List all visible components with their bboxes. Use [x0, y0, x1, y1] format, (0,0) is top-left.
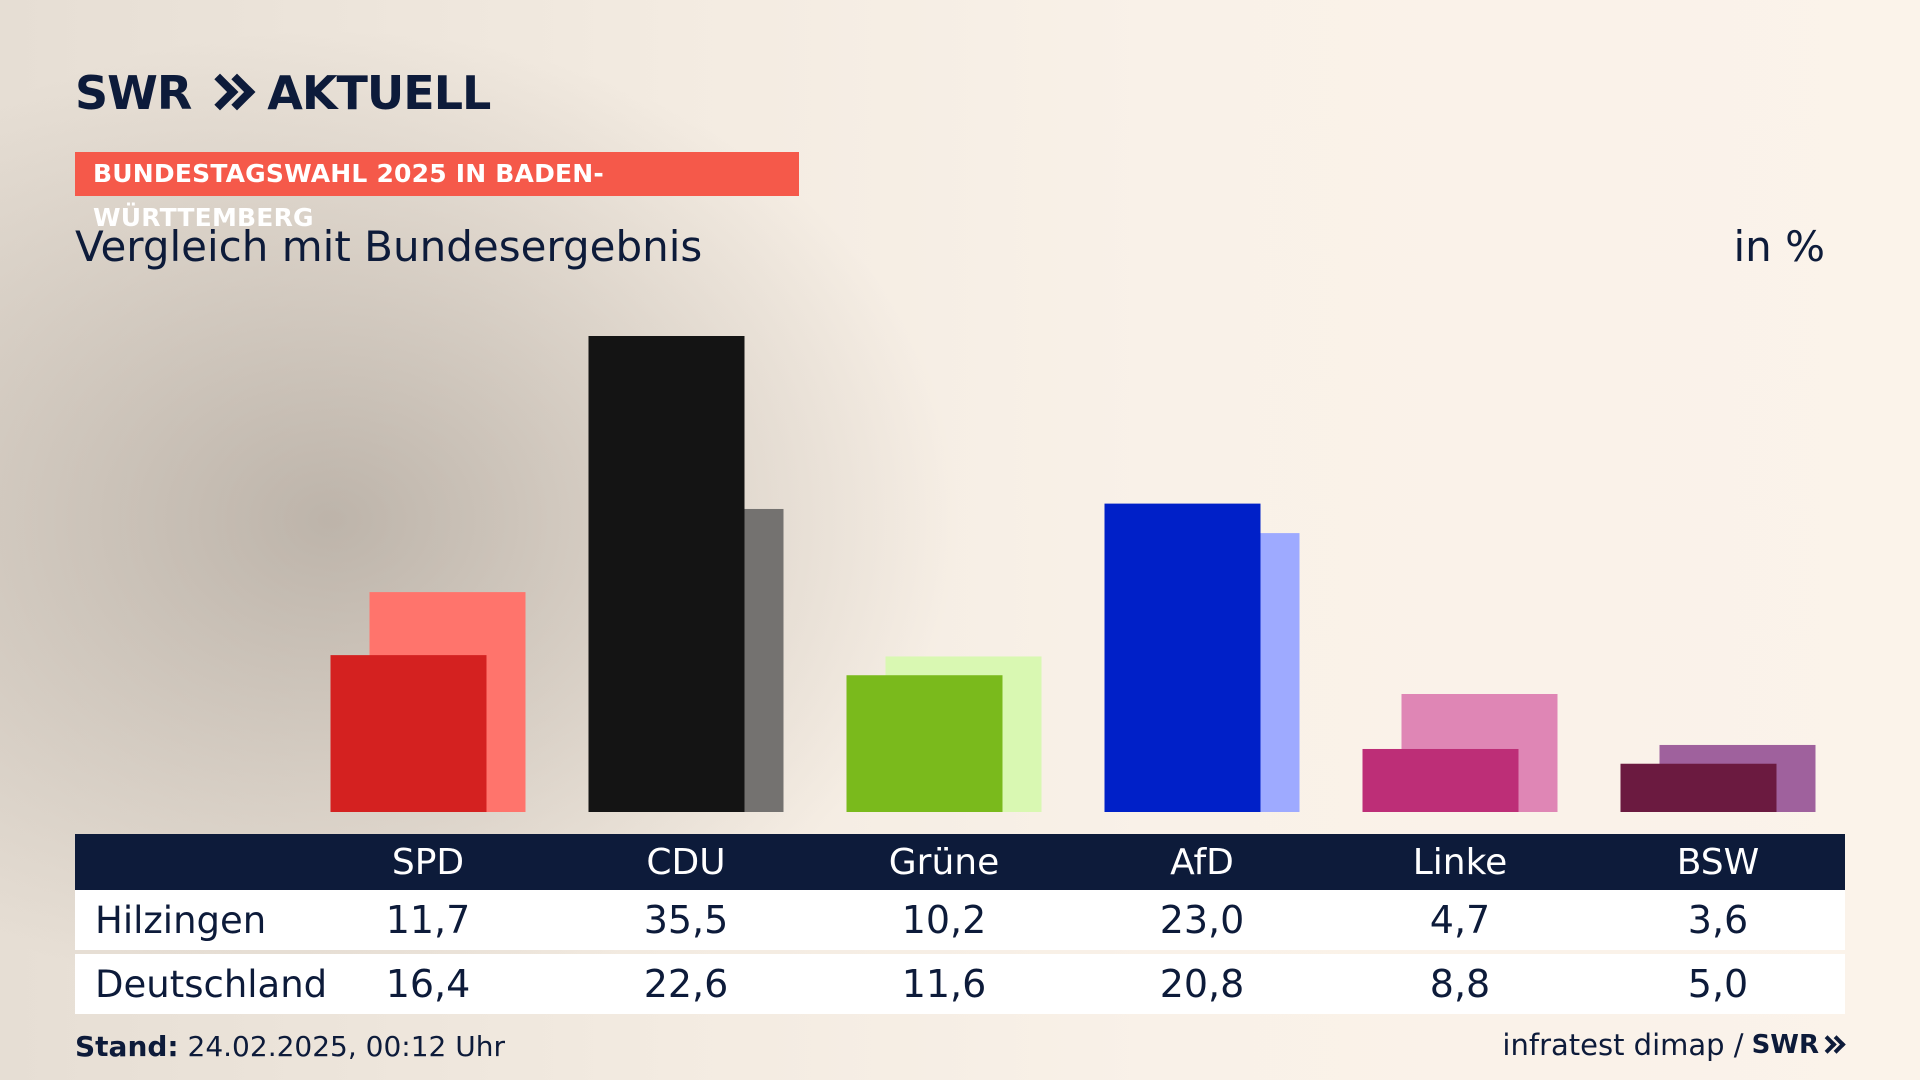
- column-header-spd: SPD: [391, 841, 465, 883]
- row-label: Hilzingen: [95, 898, 267, 942]
- stand-label: Stand:: [75, 1030, 179, 1063]
- unit-label: in %: [1733, 222, 1825, 271]
- bar-hilzingen-linke: [1362, 748, 1519, 812]
- bar-hilzingen-bsw: [1620, 763, 1777, 812]
- table-header-row: SPD CDU Grüne AfD Linke BSW: [75, 834, 1845, 890]
- column-header-bsw: BSW: [1676, 841, 1760, 883]
- table-cell: 20,8: [1159, 962, 1245, 1006]
- bar-hilzingen-grüne: [846, 675, 1003, 812]
- election-banner: BUNDESTAGSWAHL 2025 IN BADEN-WÜRTTEMBERG: [75, 152, 799, 232]
- table-cell: 11,6: [901, 962, 987, 1006]
- table-cell: 4,7: [1429, 898, 1491, 942]
- table-cell: 11,7: [385, 898, 471, 942]
- bar-hilzingen-spd: [330, 655, 487, 812]
- logo-suffix: AKTUELL: [267, 66, 491, 120]
- logo-text: SWR: [75, 66, 192, 120]
- column-header-afd: AfD: [1170, 841, 1234, 883]
- table-cell: 5,0: [1687, 962, 1749, 1006]
- timestamp: Stand: 24.02.2025, 00:12 Uhr: [75, 1030, 505, 1063]
- table-row: Hilzingen 11,7 35,5 10,2 23,0 4,7 3,6: [75, 890, 1845, 950]
- bar-hilzingen-afd: [1104, 503, 1261, 812]
- bar-hilzingen-cdu: [588, 336, 745, 812]
- table-cell: 35,5: [643, 898, 729, 942]
- table-cell: 22,6: [643, 962, 729, 1006]
- table-cell: 16,4: [385, 962, 471, 1006]
- column-header-cdu: CDU: [646, 841, 726, 883]
- mini-double-chevron-icon: [1818, 1035, 1846, 1055]
- mini-swr-logo: SWR: [1751, 1030, 1846, 1060]
- source-credit: infratest dimap / SWR: [1502, 1028, 1846, 1062]
- table-cell: 8,8: [1429, 962, 1491, 1006]
- column-header-linke: Linke: [1412, 841, 1508, 883]
- column-header-grüne: Grüne: [888, 841, 1000, 883]
- table-cell: 3,6: [1687, 898, 1749, 942]
- chart-subtitle: Vergleich mit Bundesergebnis: [75, 222, 703, 271]
- table-row: Deutschland 16,4 22,6 11,6 20,8 8,8 5,0: [75, 954, 1845, 1014]
- row-label: Deutschland: [95, 962, 328, 1006]
- mini-logo-text: SWR: [1751, 1030, 1819, 1060]
- table-cell: 23,0: [1159, 898, 1245, 942]
- results-table: SPD CDU Grüne AfD Linke BSW Hilzingen 11,7 35,5…: [75, 834, 1845, 1014]
- swr-aktuell-logo: SWR AKTUELL: [75, 66, 491, 120]
- source-text: infratest dimap /: [1502, 1028, 1744, 1062]
- stand-value: 24.02.2025, 00:12 Uhr: [187, 1030, 505, 1063]
- table-cell: 10,2: [901, 898, 987, 942]
